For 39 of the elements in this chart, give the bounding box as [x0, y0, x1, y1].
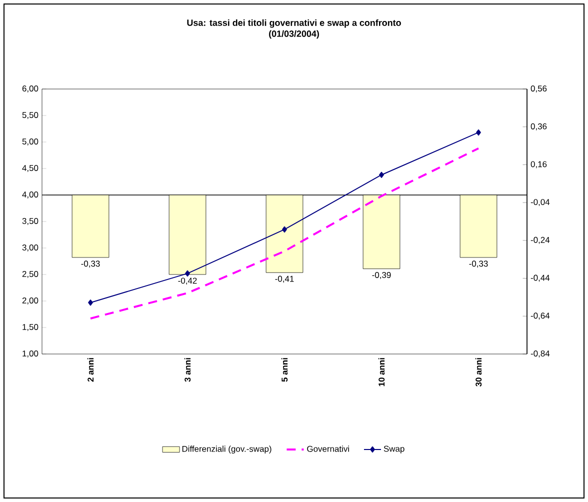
- point: [282, 226, 287, 233]
- y-tick-label: 4,50: [22, 165, 38, 172]
- chart-subtitle: (01/03/2004): [269, 30, 319, 39]
- y-tick-label: 2,50: [22, 271, 38, 278]
- y2-tick-label: 0,36: [530, 123, 547, 130]
- y-tick-label: 6,00: [22, 86, 38, 92]
- x-tick-label: 30 anni: [475, 358, 482, 387]
- point: [185, 270, 190, 277]
- y-tick-label: 1,50: [22, 324, 38, 331]
- y2-tick-label: -0,24: [530, 236, 550, 244]
- y2-tick-label: -0,44: [530, 274, 550, 282]
- data-label: -0,33: [469, 260, 488, 268]
- y-tick-label: 5,00: [22, 138, 38, 146]
- x-tick-label: 5 anni: [281, 358, 288, 382]
- y-tick-label: 5,50: [22, 112, 38, 119]
- y-tick-label: 1,00: [22, 350, 38, 358]
- y-tick-label: 3,00: [22, 244, 38, 252]
- y-tick-label: 2,00: [22, 298, 38, 304]
- data-label: -0,33: [81, 260, 100, 268]
- x-tick-label: 3 anni: [184, 358, 191, 382]
- chart-title: Usa: tassi dei titoli governativi e swap a confronto: [187, 19, 401, 28]
- legend-label: Differenziali (gov.-swap): [182, 446, 272, 454]
- x-tick-label: 2 anni: [87, 358, 94, 382]
- point: [88, 300, 93, 306]
- point: [379, 172, 384, 178]
- y-tick-label: 4,00: [22, 192, 38, 198]
- y2-tick-label: 0,16: [530, 161, 547, 168]
- y2-tick-label: -0,64: [530, 312, 550, 320]
- y-tick-label: 3,50: [22, 218, 38, 225]
- data-label: -0,42: [178, 278, 197, 285]
- legend-label: Swap: [384, 446, 404, 454]
- y2-tick-label: 0,56: [530, 85, 547, 92]
- x-tick-label: 10 anni: [378, 358, 385, 386]
- data-label: -0,41: [275, 276, 294, 283]
- legend-label: Governativi: [307, 446, 349, 452]
- point: [476, 129, 481, 136]
- y2-tick-label: -0,04: [530, 199, 550, 206]
- data-label: -0,39: [372, 272, 391, 279]
- y2-tick-label: -0,84: [530, 350, 550, 358]
